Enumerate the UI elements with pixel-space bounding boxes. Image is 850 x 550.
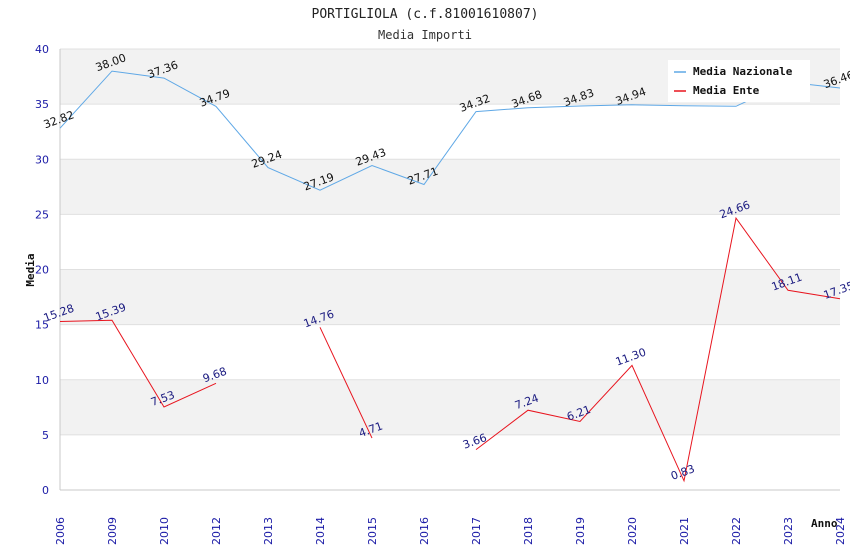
y-tick-label: 15 <box>35 319 49 332</box>
y-axis-title: Media <box>24 253 37 286</box>
chart-title: PORTIGLIOLA (c.f.81001610807) <box>312 7 539 22</box>
legend: Media Nazionale Media Ente <box>668 60 810 102</box>
y-tick-labels: 0 5 10 15 20 25 30 35 40 <box>35 43 49 497</box>
grid-band <box>60 379 840 435</box>
x-tick-label: 2017 <box>470 517 483 545</box>
chart-subtitle: Media Importi <box>378 28 472 42</box>
x-tick-label: 2023 <box>782 517 795 545</box>
x-tick-label: 2021 <box>678 517 691 545</box>
x-tick-label: 2016 <box>418 517 431 545</box>
y-tick-label: 5 <box>42 429 49 442</box>
x-tick-label: 2020 <box>626 517 639 545</box>
series-lines <box>59 70 841 483</box>
y-tick-label: 10 <box>35 374 49 387</box>
axes <box>59 49 840 491</box>
x-tick-label: 2009 <box>106 517 119 545</box>
y-tick-label: 35 <box>35 98 49 111</box>
x-tick-label: 2013 <box>262 517 275 545</box>
x-axis-title: Anno <box>811 517 838 530</box>
grid-band <box>60 159 840 215</box>
x-tick-label: 2015 <box>366 517 379 545</box>
x-tick-labels: 2006 2009 2010 2012 2013 2014 2015 2016 2017 2018… <box>54 517 847 545</box>
legend-label-ente: Media Ente <box>693 84 760 97</box>
y-tick-label: 25 <box>35 208 49 221</box>
x-tick-label: 2014 <box>314 517 327 545</box>
x-tick-label: 2018 <box>522 517 535 545</box>
grid-bands <box>60 49 840 435</box>
series-line-ente <box>59 319 217 408</box>
data-label: 11.30 <box>614 346 648 369</box>
x-tick-label: 2012 <box>210 517 223 545</box>
x-tick-label: 2022 <box>730 517 743 545</box>
y-tick-label: 40 <box>35 43 49 56</box>
series-line-nazionale <box>59 70 841 191</box>
data-label: 32.82 <box>42 108 76 131</box>
data-label: 0.83 <box>669 462 696 483</box>
series-line-ente <box>319 327 373 439</box>
legend-label-nazionale: Media Nazionale <box>693 65 793 78</box>
x-tick-label: 2006 <box>54 517 67 545</box>
y-tick-label: 20 <box>35 264 49 277</box>
y-tick-label: 0 <box>42 484 49 497</box>
series-line-ente <box>475 216 841 483</box>
x-tick-label: 2024 <box>834 517 847 545</box>
y-tick-label: 30 <box>35 153 49 166</box>
x-tick-label: 2010 <box>158 517 171 545</box>
x-tick-label: 2019 <box>574 517 587 545</box>
grid-band <box>60 269 840 325</box>
legend-box <box>668 60 810 102</box>
